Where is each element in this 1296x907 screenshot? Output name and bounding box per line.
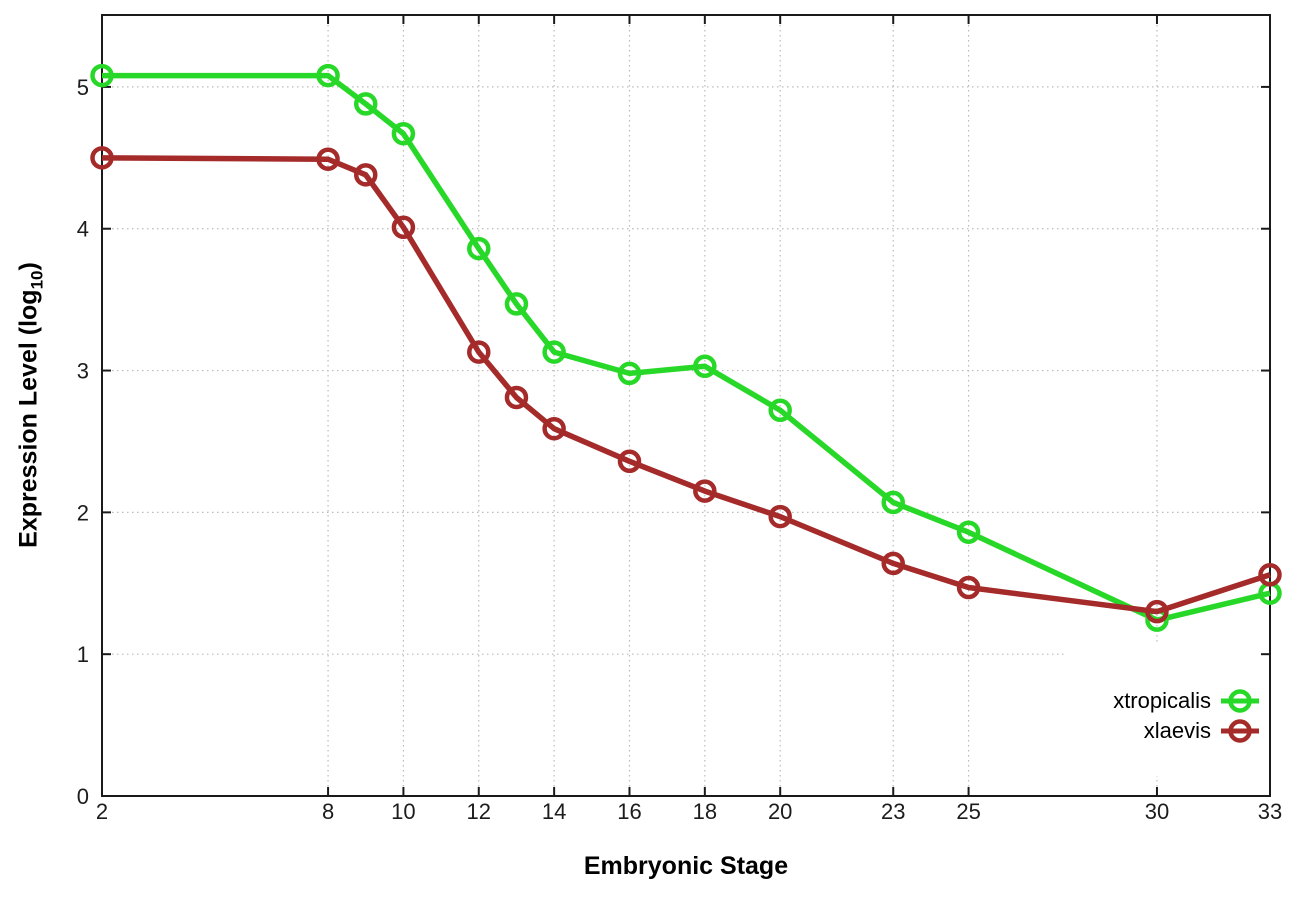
data-point-xlaevis (617, 449, 642, 474)
data-point-xtropicalis (391, 121, 416, 146)
y-axis-title-text: Expression Level (log (14, 289, 43, 548)
data-point-xlaevis (542, 416, 566, 441)
y-tick-label: 3 (77, 359, 89, 384)
data-point-xtropicalis (353, 92, 378, 116)
data-point-xlaevis (353, 163, 378, 187)
x-tick-label: 18 (693, 799, 717, 824)
y-tick-label: 2 (77, 500, 89, 525)
x-tick-label: 23 (881, 799, 905, 824)
data-point-xlaevis (391, 215, 416, 240)
x-tick-label: 14 (542, 799, 566, 824)
data-point-xtropicalis (693, 354, 717, 379)
data-point-xtropicalis (768, 398, 792, 423)
data-point-xlaevis (1145, 599, 1169, 624)
data-point-xlaevis (316, 147, 340, 171)
x-tick-label: 8 (322, 799, 334, 824)
data-point-xtropicalis (467, 236, 491, 261)
series-line-xlaevis (101, 155, 1271, 615)
data-point-xtropicalis (617, 361, 642, 386)
x-tick-label: 10 (391, 799, 415, 824)
tick-marks (101, 15, 1271, 797)
plot-border (101, 14, 1271, 797)
legend-entry-xlaevis: xlaevis (1113, 716, 1260, 746)
y-axis-title-suffix: ) (14, 262, 43, 271)
data-point-xlaevis (956, 575, 981, 600)
x-tick-label: 16 (617, 799, 641, 824)
legend-label: xlaevis (1143, 718, 1211, 743)
legend-line-marker-icon (1221, 719, 1259, 743)
x-tick-label: 20 (768, 799, 792, 824)
legend-label: xtropicalis (1113, 688, 1211, 713)
series-xlaevis (90, 146, 1282, 624)
data-point-xtropicalis (504, 292, 529, 316)
data-point-xtropicalis (316, 63, 340, 88)
y-axis-title-subscript: 10 (27, 270, 47, 290)
y-axis-title: Expression Level (log10) (15, 262, 48, 548)
y-tick-label: 1 (77, 642, 89, 667)
legend-entry-xtropicalis: xtropicalis (1113, 686, 1260, 716)
data-point-xlaevis (693, 479, 717, 503)
x-tick-label: 12 (467, 799, 491, 824)
x-axis-title: Embryonic Stage (583, 852, 789, 880)
y-tick-label: 5 (77, 75, 89, 100)
data-point-xlaevis (90, 146, 114, 170)
x-tick-label: 2 (96, 799, 108, 824)
data-point-xlaevis (1258, 563, 1282, 587)
legend-line-marker-icon (1221, 689, 1259, 713)
legend: xtropicalis xlaevis (1113, 686, 1260, 746)
x-tick-label: 30 (1145, 799, 1169, 824)
series-xtropicalis (90, 63, 1282, 632)
data-point-xtropicalis (881, 490, 905, 515)
data-point-xlaevis (881, 551, 905, 576)
x-tick-label: 25 (956, 799, 980, 824)
data-point-xtropicalis (542, 340, 566, 364)
x-tick-label: 33 (1258, 799, 1282, 824)
data-point-xlaevis (467, 340, 491, 364)
y-tick-label: 4 (77, 217, 89, 242)
y-tick-label: 0 (77, 784, 89, 809)
data-point-xtropicalis (90, 63, 114, 88)
data-point-xlaevis (768, 504, 792, 529)
data-point-xlaevis (504, 385, 529, 410)
data-point-xtropicalis (956, 520, 981, 544)
